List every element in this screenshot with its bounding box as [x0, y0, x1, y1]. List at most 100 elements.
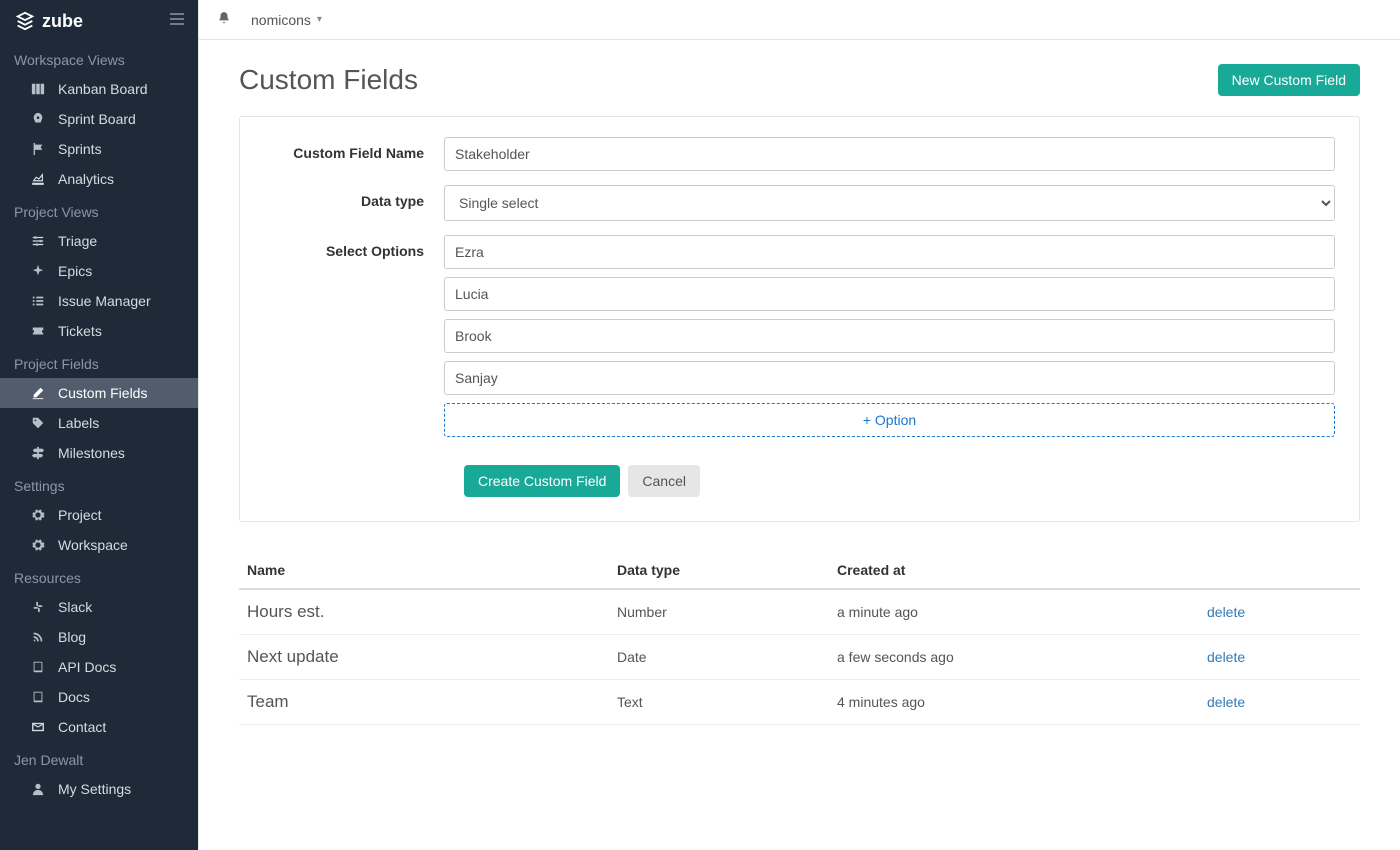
data-type-select[interactable]: Single select — [444, 185, 1335, 221]
row-name: Team — [239, 680, 609, 725]
notifications-icon[interactable] — [217, 11, 231, 28]
sidebar-item-label: Blog — [58, 629, 86, 645]
sidebar-item-label: Labels — [58, 415, 99, 431]
new-custom-field-button[interactable]: New Custom Field — [1218, 64, 1360, 96]
book-icon — [30, 689, 46, 705]
sidebar-item-blog[interactable]: Blog — [0, 622, 198, 652]
sidebar-item-label: Issue Manager — [58, 293, 151, 309]
data-type-label: Data type — [264, 185, 444, 209]
chevron-down-icon: ▾ — [317, 14, 322, 25]
signpost-icon — [30, 445, 46, 461]
sidebar-item-milestones[interactable]: Milestones — [0, 438, 198, 468]
sidebar-item-docs[interactable]: Docs — [0, 682, 198, 712]
form-panel: Custom Field Name Data type Single selec… — [239, 116, 1360, 522]
slack-icon — [30, 599, 46, 615]
edit-icon — [30, 385, 46, 401]
row-created: 4 minutes ago — [829, 680, 1199, 725]
table-row: TeamText4 minutes ago delete — [239, 680, 1360, 725]
sidebar-item-label: Kanban Board — [58, 81, 148, 97]
cancel-button[interactable]: Cancel — [628, 465, 700, 497]
content: Custom Fields New Custom Field Custom Fi… — [199, 40, 1400, 850]
main: nomicons ▾ Custom Fields New Custom Fiel… — [198, 0, 1400, 850]
sidebar-item-api-docs[interactable]: API Docs — [0, 652, 198, 682]
sidebar-item-label: Contact — [58, 719, 106, 735]
sliders-icon — [30, 233, 46, 249]
option-input[interactable] — [444, 235, 1335, 269]
row-name: Hours est. — [239, 589, 609, 635]
breadcrumb-text: nomicons — [251, 12, 311, 28]
option-input[interactable] — [444, 277, 1335, 311]
custom-fields-table: Name Data type Created at Hours est.Numb… — [239, 552, 1360, 725]
col-name: Name — [239, 552, 609, 589]
sidebar-item-slack[interactable]: Slack — [0, 592, 198, 622]
col-actions — [1199, 552, 1360, 589]
sidebar-item-label: Triage — [58, 233, 97, 249]
sidebar-item-labels[interactable]: Labels — [0, 408, 198, 438]
menu-toggle-icon[interactable] — [170, 12, 184, 30]
sidebar-item-workspace[interactable]: Workspace — [0, 530, 198, 560]
sidebar-item-project[interactable]: Project — [0, 500, 198, 530]
sidebar-item-custom-fields[interactable]: Custom Fields — [0, 378, 198, 408]
page-header: Custom Fields New Custom Field — [239, 64, 1360, 96]
rss-icon — [30, 629, 46, 645]
delete-link[interactable]: delete — [1207, 694, 1245, 710]
page-title: Custom Fields — [239, 64, 418, 96]
sidebar-item-label: Sprints — [58, 141, 102, 157]
option-input[interactable] — [444, 319, 1335, 353]
chart-icon — [30, 171, 46, 187]
sidebar-item-label: Epics — [58, 263, 92, 279]
col-created: Created at — [829, 552, 1199, 589]
sidebar-item-label: Project — [58, 507, 102, 523]
user-icon — [30, 781, 46, 797]
sidebar-item-sprint-board[interactable]: Sprint Board — [0, 104, 198, 134]
gear-icon — [30, 537, 46, 553]
sidebar-item-contact[interactable]: Contact — [0, 712, 198, 742]
tag-icon — [30, 415, 46, 431]
sidebar-item-my-settings[interactable]: My Settings — [0, 774, 198, 804]
col-type: Data type — [609, 552, 829, 589]
ticket-icon — [30, 323, 46, 339]
sidebar-header: zube — [0, 0, 198, 42]
rocket-icon — [30, 111, 46, 127]
delete-link[interactable]: delete — [1207, 604, 1245, 620]
row-created: a minute ago — [829, 589, 1199, 635]
delete-link[interactable]: delete — [1207, 649, 1245, 665]
sidebar-item-triage[interactable]: Triage — [0, 226, 198, 256]
list-icon — [30, 293, 46, 309]
nav-section-title: Settings — [0, 468, 198, 500]
field-name-label: Custom Field Name — [264, 137, 444, 161]
sidebar-item-label: Custom Fields — [58, 385, 147, 401]
book-icon — [30, 659, 46, 675]
sparkle-icon — [30, 263, 46, 279]
breadcrumb[interactable]: nomicons ▾ — [251, 12, 322, 28]
row-type: Date — [609, 635, 829, 680]
sidebar-item-label: API Docs — [58, 659, 116, 675]
sidebar-item-analytics[interactable]: Analytics — [0, 164, 198, 194]
flag-icon — [30, 141, 46, 157]
columns-icon — [30, 81, 46, 97]
sidebar-item-epics[interactable]: Epics — [0, 256, 198, 286]
sidebar-item-label: Workspace — [58, 537, 128, 553]
sidebar: zube Workspace Views Kanban Board Sprint B… — [0, 0, 198, 850]
add-option-button[interactable]: + Option — [444, 403, 1335, 437]
topbar: nomicons ▾ — [199, 0, 1400, 40]
option-input[interactable] — [444, 361, 1335, 395]
sidebar-item-label: Analytics — [58, 171, 114, 187]
row-created: a few seconds ago — [829, 635, 1199, 680]
brand-text: zube — [42, 11, 83, 32]
sidebar-item-kanban-board[interactable]: Kanban Board — [0, 74, 198, 104]
nav-section-title: Workspace Views — [0, 42, 198, 74]
create-custom-field-button[interactable]: Create Custom Field — [464, 465, 620, 497]
table-row: Next updateDatea few seconds agodelete — [239, 635, 1360, 680]
row-type: Number — [609, 589, 829, 635]
sidebar-item-issue-manager[interactable]: Issue Manager — [0, 286, 198, 316]
brand[interactable]: zube — [14, 10, 83, 32]
nav-section-title: Resources — [0, 560, 198, 592]
table-row: Hours est.Numbera minute ago delete — [239, 589, 1360, 635]
field-name-input[interactable] — [444, 137, 1335, 171]
sidebar-item-label: Slack — [58, 599, 92, 615]
row-type: Text — [609, 680, 829, 725]
sidebar-item-label: Tickets — [58, 323, 102, 339]
sidebar-item-sprints[interactable]: Sprints — [0, 134, 198, 164]
sidebar-item-tickets[interactable]: Tickets — [0, 316, 198, 346]
